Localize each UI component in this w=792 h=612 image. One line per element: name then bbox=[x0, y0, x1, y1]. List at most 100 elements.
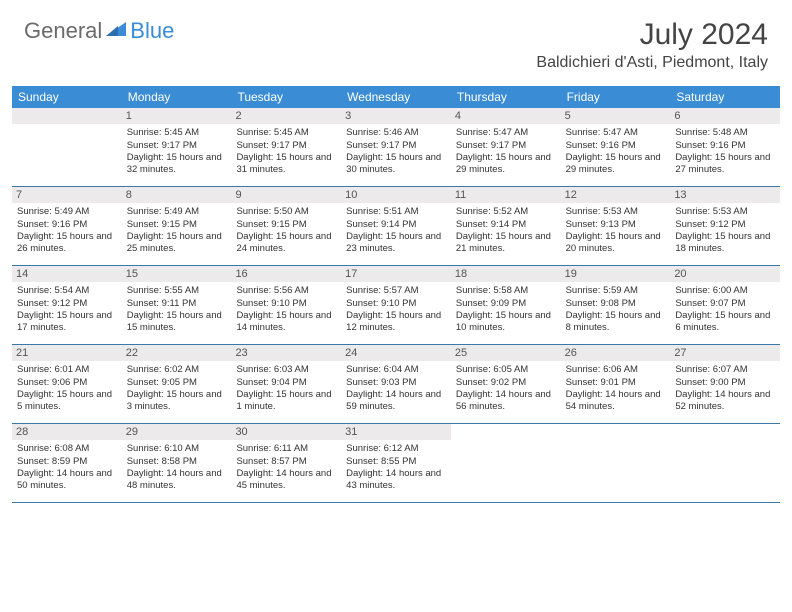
day-cell: 29Sunrise: 6:10 AMSunset: 8:58 PMDayligh… bbox=[122, 424, 232, 502]
day-cell: 30Sunrise: 6:11 AMSunset: 8:57 PMDayligh… bbox=[231, 424, 341, 502]
weekday-header: Tuesday bbox=[231, 86, 341, 108]
daylight-line: Daylight: 15 hours and 32 minutes. bbox=[127, 152, 227, 177]
weekday-header: Saturday bbox=[670, 86, 780, 108]
weekday-header: Thursday bbox=[451, 86, 561, 108]
daylight-line: Daylight: 15 hours and 27 minutes. bbox=[675, 152, 775, 177]
week-row: 1Sunrise: 5:45 AMSunset: 9:17 PMDaylight… bbox=[12, 108, 780, 187]
sunset-line: Sunset: 9:08 PM bbox=[566, 298, 666, 310]
month-title: July 2024 bbox=[536, 18, 768, 52]
daylight-line: Daylight: 14 hours and 59 minutes. bbox=[346, 389, 446, 414]
sunrise-line: Sunrise: 6:01 AM bbox=[17, 364, 117, 376]
title-block: July 2024 Baldichieri d'Asti, Piedmont, … bbox=[536, 18, 768, 72]
sunrise-line: Sunrise: 6:02 AM bbox=[127, 364, 227, 376]
day-cell: 15Sunrise: 5:55 AMSunset: 9:11 PMDayligh… bbox=[122, 266, 232, 344]
sunset-line: Sunset: 9:14 PM bbox=[346, 219, 446, 231]
week-row: 21Sunrise: 6:01 AMSunset: 9:06 PMDayligh… bbox=[12, 345, 780, 424]
sunrise-line: Sunrise: 6:08 AM bbox=[17, 443, 117, 455]
day-number: 23 bbox=[231, 345, 341, 361]
calendar: SundayMondayTuesdayWednesdayThursdayFrid… bbox=[12, 86, 780, 503]
sunrise-line: Sunrise: 5:57 AM bbox=[346, 285, 446, 297]
week-row: 14Sunrise: 5:54 AMSunset: 9:12 PMDayligh… bbox=[12, 266, 780, 345]
weeks-container: 1Sunrise: 5:45 AMSunset: 9:17 PMDaylight… bbox=[12, 108, 780, 503]
daylight-line: Daylight: 15 hours and 31 minutes. bbox=[236, 152, 336, 177]
sunset-line: Sunset: 9:16 PM bbox=[17, 219, 117, 231]
daylight-line: Daylight: 15 hours and 10 minutes. bbox=[456, 310, 556, 335]
sunset-line: Sunset: 9:17 PM bbox=[127, 140, 227, 152]
day-cell bbox=[451, 424, 561, 502]
sunset-line: Sunset: 9:17 PM bbox=[236, 140, 336, 152]
sunrise-line: Sunrise: 6:07 AM bbox=[675, 364, 775, 376]
sunrise-line: Sunrise: 5:47 AM bbox=[456, 127, 556, 139]
sunrise-line: Sunrise: 5:53 AM bbox=[566, 206, 666, 218]
day-number: 11 bbox=[451, 187, 561, 203]
sunrise-line: Sunrise: 6:11 AM bbox=[236, 443, 336, 455]
day-cell: 31Sunrise: 6:12 AMSunset: 8:55 PMDayligh… bbox=[341, 424, 451, 502]
day-number: 3 bbox=[341, 108, 451, 124]
week-row: 7Sunrise: 5:49 AMSunset: 9:16 PMDaylight… bbox=[12, 187, 780, 266]
daylight-line: Daylight: 14 hours and 54 minutes. bbox=[566, 389, 666, 414]
day-cell: 22Sunrise: 6:02 AMSunset: 9:05 PMDayligh… bbox=[122, 345, 232, 423]
day-cell: 16Sunrise: 5:56 AMSunset: 9:10 PMDayligh… bbox=[231, 266, 341, 344]
day-cell: 23Sunrise: 6:03 AMSunset: 9:04 PMDayligh… bbox=[231, 345, 341, 423]
location-text: Baldichieri d'Asti, Piedmont, Italy bbox=[536, 54, 768, 72]
sunset-line: Sunset: 9:17 PM bbox=[456, 140, 556, 152]
day-cell: 17Sunrise: 5:57 AMSunset: 9:10 PMDayligh… bbox=[341, 266, 451, 344]
sunset-line: Sunset: 9:04 PM bbox=[236, 377, 336, 389]
daylight-line: Daylight: 15 hours and 25 minutes. bbox=[127, 231, 227, 256]
day-number: 13 bbox=[670, 187, 780, 203]
sunrise-line: Sunrise: 5:50 AM bbox=[236, 206, 336, 218]
day-number: 26 bbox=[561, 345, 671, 361]
sunrise-line: Sunrise: 5:53 AM bbox=[675, 206, 775, 218]
day-number: 27 bbox=[670, 345, 780, 361]
daylight-line: Daylight: 15 hours and 24 minutes. bbox=[236, 231, 336, 256]
sunrise-line: Sunrise: 5:49 AM bbox=[127, 206, 227, 218]
day-cell: 9Sunrise: 5:50 AMSunset: 9:15 PMDaylight… bbox=[231, 187, 341, 265]
day-cell: 21Sunrise: 6:01 AMSunset: 9:06 PMDayligh… bbox=[12, 345, 122, 423]
day-number: 20 bbox=[670, 266, 780, 282]
day-cell: 13Sunrise: 5:53 AMSunset: 9:12 PMDayligh… bbox=[670, 187, 780, 265]
sunset-line: Sunset: 8:57 PM bbox=[236, 456, 336, 468]
day-cell: 3Sunrise: 5:46 AMSunset: 9:17 PMDaylight… bbox=[341, 108, 451, 186]
sunrise-line: Sunrise: 6:10 AM bbox=[127, 443, 227, 455]
daylight-line: Daylight: 15 hours and 5 minutes. bbox=[17, 389, 117, 414]
sunrise-line: Sunrise: 5:58 AM bbox=[456, 285, 556, 297]
day-cell: 19Sunrise: 5:59 AMSunset: 9:08 PMDayligh… bbox=[561, 266, 671, 344]
daylight-line: Daylight: 15 hours and 3 minutes. bbox=[127, 389, 227, 414]
day-number: 17 bbox=[341, 266, 451, 282]
sunrise-line: Sunrise: 6:12 AM bbox=[346, 443, 446, 455]
day-cell: 18Sunrise: 5:58 AMSunset: 9:09 PMDayligh… bbox=[451, 266, 561, 344]
sunset-line: Sunset: 9:12 PM bbox=[17, 298, 117, 310]
sunset-line: Sunset: 9:10 PM bbox=[346, 298, 446, 310]
sunrise-line: Sunrise: 5:54 AM bbox=[17, 285, 117, 297]
day-number: 9 bbox=[231, 187, 341, 203]
daylight-line: Daylight: 15 hours and 29 minutes. bbox=[566, 152, 666, 177]
weekday-header-row: SundayMondayTuesdayWednesdayThursdayFrid… bbox=[12, 86, 780, 108]
daylight-line: Daylight: 15 hours and 6 minutes. bbox=[675, 310, 775, 335]
day-cell: 25Sunrise: 6:05 AMSunset: 9:02 PMDayligh… bbox=[451, 345, 561, 423]
logo-mark-icon bbox=[106, 20, 128, 43]
week-row: 28Sunrise: 6:08 AMSunset: 8:59 PMDayligh… bbox=[12, 424, 780, 503]
day-number: 16 bbox=[231, 266, 341, 282]
day-cell: 10Sunrise: 5:51 AMSunset: 9:14 PMDayligh… bbox=[341, 187, 451, 265]
sunrise-line: Sunrise: 6:04 AM bbox=[346, 364, 446, 376]
sunrise-line: Sunrise: 5:46 AM bbox=[346, 127, 446, 139]
day-cell: 8Sunrise: 5:49 AMSunset: 9:15 PMDaylight… bbox=[122, 187, 232, 265]
sunset-line: Sunset: 9:09 PM bbox=[456, 298, 556, 310]
daylight-line: Daylight: 14 hours and 56 minutes. bbox=[456, 389, 556, 414]
daylight-line: Daylight: 15 hours and 30 minutes. bbox=[346, 152, 446, 177]
day-cell: 11Sunrise: 5:52 AMSunset: 9:14 PMDayligh… bbox=[451, 187, 561, 265]
day-number: 31 bbox=[341, 424, 451, 440]
daylight-line: Daylight: 15 hours and 1 minute. bbox=[236, 389, 336, 414]
daylight-line: Daylight: 14 hours and 52 minutes. bbox=[675, 389, 775, 414]
day-cell: 27Sunrise: 6:07 AMSunset: 9:00 PMDayligh… bbox=[670, 345, 780, 423]
sunrise-line: Sunrise: 5:56 AM bbox=[236, 285, 336, 297]
sunrise-line: Sunrise: 5:45 AM bbox=[236, 127, 336, 139]
day-number: 28 bbox=[12, 424, 122, 440]
daylight-line: Daylight: 15 hours and 14 minutes. bbox=[236, 310, 336, 335]
sunrise-line: Sunrise: 5:48 AM bbox=[675, 127, 775, 139]
day-cell: 2 Sunrise: 5:45 AMSunset: 9:17 PMDaylight… bbox=[231, 108, 341, 186]
sunrise-line: Sunrise: 5:49 AM bbox=[17, 206, 117, 218]
day-number: 2 bbox=[231, 108, 341, 124]
daylight-line: Daylight: 14 hours and 50 minutes. bbox=[17, 468, 117, 493]
day-cell: 4Sunrise: 5:47 AMSunset: 9:17 PMDaylight… bbox=[451, 108, 561, 186]
